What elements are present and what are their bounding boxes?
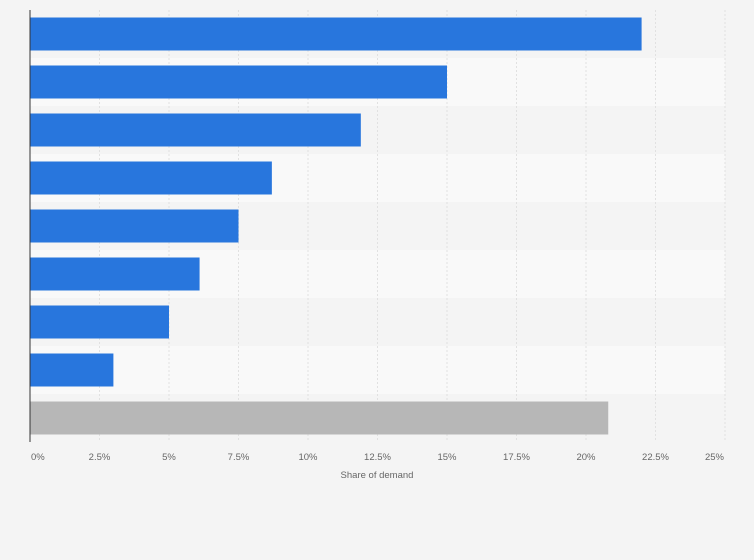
x-tick-label: 25% [705,452,725,463]
x-tick-label: 17.5% [503,452,530,463]
bar[interactable] [30,209,239,243]
x-tick-labels: 0% 2.5% 5% 7.5% 10% 12.5% 15% 17.5% 20% 22.5% 25% [31,452,725,463]
bar[interactable] [30,401,609,435]
x-tick-label: 22.5% [642,452,669,463]
x-tick-label: 2.5% [89,452,111,463]
bar[interactable] [30,353,114,387]
bars [30,17,642,435]
x-tick-label: 15% [437,452,457,463]
bar[interactable] [30,161,272,195]
x-axis-label: Share of demand [341,470,414,481]
x-tick-label: 5% [162,452,176,463]
bar[interactable] [30,257,200,291]
bar[interactable] [30,113,361,147]
bar[interactable] [30,65,447,99]
x-tick-label: 10% [298,452,318,463]
x-tick-label: 20% [576,452,596,463]
x-tick-label: 12.5% [364,452,391,463]
bar[interactable] [30,17,642,51]
x-tick-label: 7.5% [228,452,250,463]
x-tick-label: 0% [31,452,45,463]
bar[interactable] [30,305,169,339]
